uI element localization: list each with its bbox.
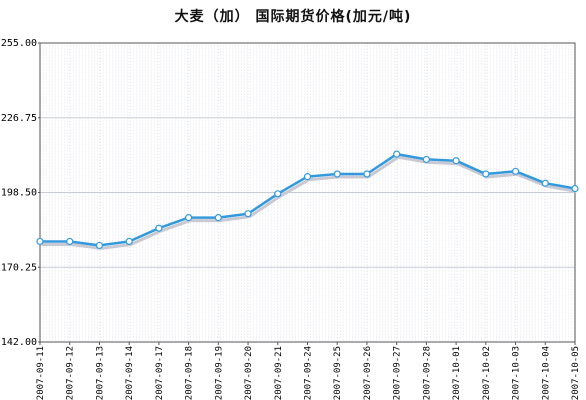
x-tick-label: 2007-10-05 (571, 346, 581, 400)
x-tick-label: 2007-10-01 (452, 346, 462, 400)
data-point (452, 157, 460, 165)
y-tick-label: 198.50 (1, 188, 37, 199)
x-tick-label: 2007-09-13 (95, 346, 105, 400)
x-tick-label: 2007-09-21 (274, 346, 284, 400)
x-tick-label: 2007-09-26 (363, 346, 373, 400)
x-tick-label: 2007-09-19 (214, 346, 224, 400)
data-point (303, 173, 312, 181)
data-point (36, 237, 44, 246)
x-tick-label: 2007-09-25 (333, 346, 343, 400)
y-tick-label: 142.00 (1, 337, 37, 348)
data-point (244, 210, 252, 218)
x-tick-label: 2007-09-24 (304, 346, 314, 400)
data-point (214, 214, 222, 222)
chart-title: 大麦（加） 国际期货价格(加元/吨) (174, 9, 412, 25)
x-tick-label: 2007-09-20 (244, 346, 254, 400)
data-point (274, 190, 282, 198)
x-tick-label: 2007-10-02 (482, 346, 492, 400)
x-tick-label: 2007-09-14 (125, 346, 135, 400)
data-point (511, 167, 520, 175)
data-point (393, 150, 401, 158)
x-tick-label: 2007-09-18 (185, 346, 195, 400)
x-tick-label: 2007-09-28 (422, 346, 432, 400)
data-point (95, 241, 104, 250)
x-tick-label: 2007-09-27 (393, 346, 403, 400)
data-point (333, 170, 341, 178)
x-tick-label: 2007-10-03 (512, 346, 522, 400)
y-tick-label: 226.75 (1, 113, 37, 124)
data-point (482, 170, 490, 178)
x-tick-label: 2007-09-12 (66, 346, 76, 400)
y-tick-label: 255.00 (1, 38, 37, 49)
data-point (185, 214, 193, 222)
data-point (541, 179, 549, 187)
data-point (155, 224, 163, 232)
x-tick-label: 2007-09-17 (155, 346, 165, 400)
x-tick-label: 2007-09-11 (36, 346, 46, 400)
data-point (363, 170, 371, 178)
x-tick-label: 2007-10-04 (541, 346, 551, 400)
data-point (422, 155, 430, 164)
data-point (571, 184, 579, 193)
y-tick-label: 170.25 (1, 262, 37, 273)
data-point (66, 237, 74, 246)
data-point (125, 237, 133, 246)
